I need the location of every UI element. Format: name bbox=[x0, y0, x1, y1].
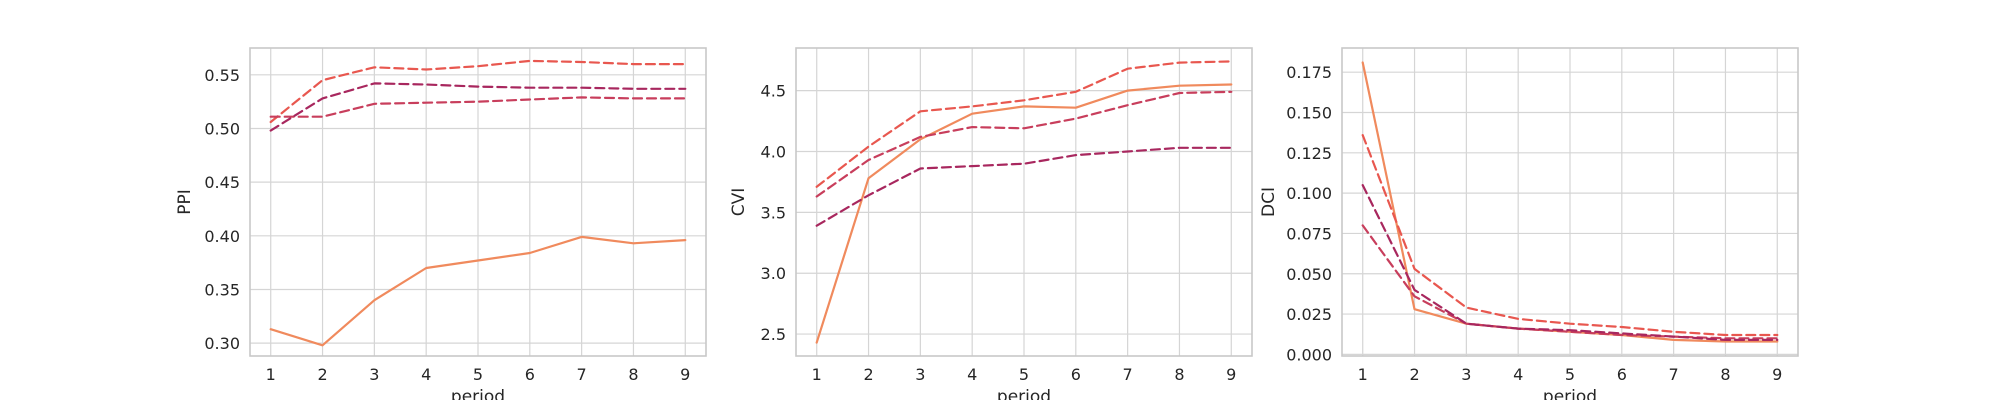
x-tick-label: 1 bbox=[812, 365, 822, 384]
plot-frame bbox=[249, 47, 707, 357]
series-line-3 bbox=[269, 96, 687, 118]
x-tick-label: 4 bbox=[421, 365, 431, 384]
y-tick-label: 0.30 bbox=[204, 334, 240, 353]
y-tick-label: 4.5 bbox=[761, 82, 786, 101]
y-tick-label: 0.150 bbox=[1286, 104, 1332, 123]
x-tick-label: 7 bbox=[1123, 365, 1133, 384]
y-tick-label: 3.5 bbox=[761, 203, 786, 222]
plot-frame bbox=[795, 47, 1253, 357]
y-axis-title: DCI bbox=[1259, 187, 1279, 217]
x-tick-label: 4 bbox=[967, 365, 977, 384]
x-tick-label: 6 bbox=[1071, 365, 1081, 384]
x-tick-label: 9 bbox=[1226, 365, 1236, 384]
x-tick-label: 9 bbox=[680, 365, 690, 384]
x-tick-label: 3 bbox=[369, 365, 379, 384]
chart-panel-dci: 1 2 3 4 5 6 7 8 9 0.000 0.025 0.050 0.075 0.100 0.125 0… bbox=[1259, 47, 1799, 400]
x-tick-label: 8 bbox=[1720, 365, 1730, 384]
chart-panel-cvi: 1 2 3 4 5 6 7 8 9 2.5 3.0 3.5 4.0 4.5 period CVI bbox=[729, 47, 1253, 400]
chart-panel-ppi: 1 2 3 4 5 6 7 8 9 0.30 0.35 0.40 0.45 0.50 0.55 period P… bbox=[175, 47, 707, 400]
x-tick-label: 4 bbox=[1513, 365, 1523, 384]
y-tick-label: 0.100 bbox=[1286, 184, 1332, 203]
y-tick-label: 0.050 bbox=[1286, 265, 1332, 284]
y-tick-label: 0.45 bbox=[204, 173, 240, 192]
y-tick-label: 0.50 bbox=[204, 119, 240, 138]
x-axis-title: period bbox=[1543, 387, 1597, 400]
x-tick-label: 6 bbox=[525, 365, 535, 384]
plot-frame bbox=[1341, 47, 1799, 357]
series-line-4 bbox=[269, 82, 687, 132]
y-tick-label: 4.0 bbox=[761, 142, 786, 161]
series-line-2 bbox=[815, 60, 1233, 188]
x-tick-label: 2 bbox=[1409, 365, 1419, 384]
x-axis-title: period bbox=[997, 387, 1051, 400]
x-tick-label: 3 bbox=[1461, 365, 1471, 384]
series-line-1 bbox=[269, 235, 687, 347]
x-tick-label: 5 bbox=[1019, 365, 1029, 384]
series-line-4 bbox=[815, 146, 1233, 227]
y-tick-label: 0.175 bbox=[1286, 63, 1332, 82]
x-tick-label: 7 bbox=[1669, 365, 1679, 384]
y-axis-title: PPI bbox=[175, 189, 195, 215]
x-tick-label: 5 bbox=[1565, 365, 1575, 384]
y-tick-label: 0.025 bbox=[1286, 305, 1332, 324]
y-tick-label: 0.075 bbox=[1286, 224, 1332, 243]
series-line-1 bbox=[815, 83, 1233, 344]
y-tick-label: 0.55 bbox=[204, 66, 240, 85]
x-tick-label: 6 bbox=[1617, 365, 1627, 384]
y-axis-title: CVI bbox=[729, 188, 749, 217]
x-tick-label: 8 bbox=[1174, 365, 1184, 384]
series-line-1 bbox=[1361, 61, 1779, 343]
series-line-3 bbox=[1361, 224, 1779, 340]
series-line-2 bbox=[1361, 134, 1779, 337]
series-line-3 bbox=[815, 90, 1233, 198]
y-tick-label: 0.125 bbox=[1286, 144, 1332, 163]
y-tick-label: 3.0 bbox=[761, 264, 786, 283]
x-tick-label: 1 bbox=[266, 365, 276, 384]
x-tick-label: 2 bbox=[317, 365, 327, 384]
x-tick-label: 5 bbox=[473, 365, 483, 384]
x-tick-label: 7 bbox=[577, 365, 587, 384]
x-tick-label: 3 bbox=[915, 365, 925, 384]
y-tick-label: 0.35 bbox=[204, 280, 240, 299]
series-line-2 bbox=[269, 59, 687, 124]
series-line-4 bbox=[1361, 184, 1779, 341]
x-tick-label: 2 bbox=[863, 365, 873, 384]
x-tick-label: 1 bbox=[1358, 365, 1368, 384]
y-tick-label: 0.40 bbox=[204, 227, 240, 246]
y-tick-label: 0.000 bbox=[1286, 345, 1332, 364]
x-tick-label: 9 bbox=[1772, 365, 1782, 384]
x-axis-title: period bbox=[451, 387, 505, 400]
y-tick-label: 2.5 bbox=[761, 325, 786, 344]
x-tick-label: 8 bbox=[628, 365, 638, 384]
